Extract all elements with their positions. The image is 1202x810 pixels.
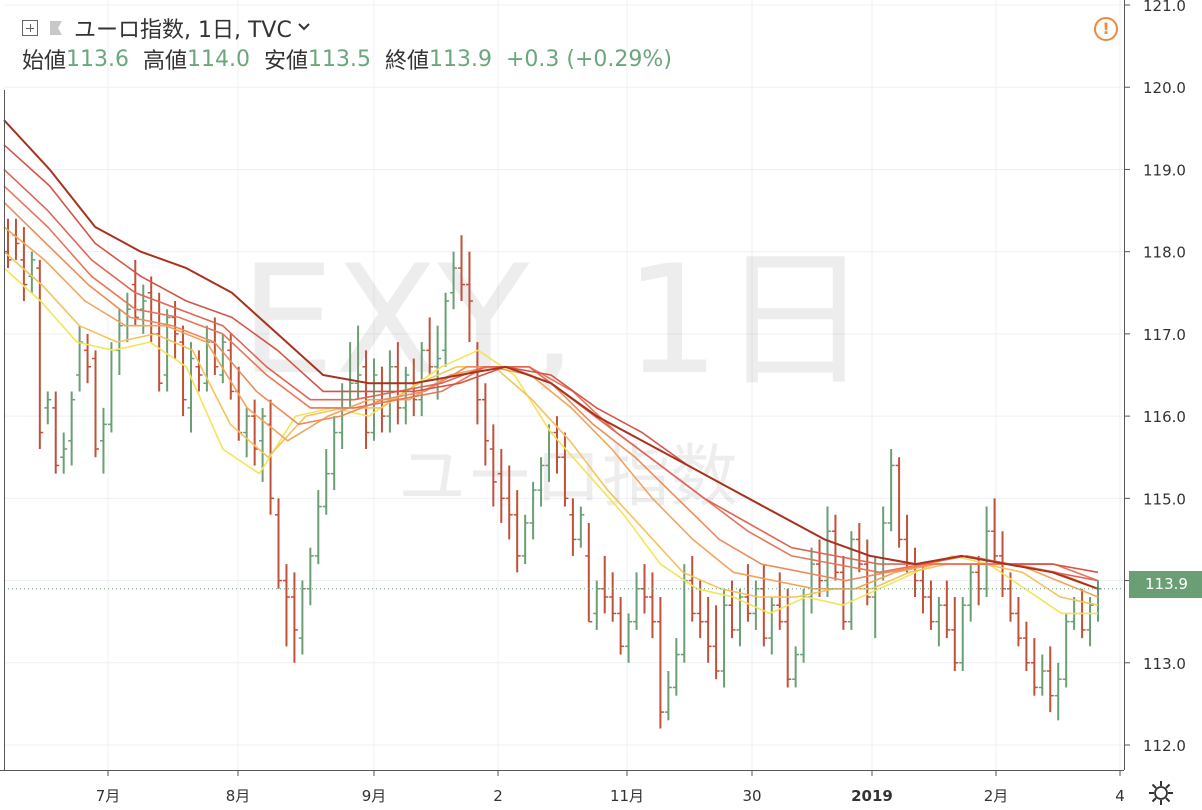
x-tick-label: 30 — [742, 787, 761, 805]
ma-line — [3, 185, 1099, 582]
high-value: 114.0 — [187, 46, 250, 72]
flag-icon[interactable] — [48, 20, 64, 36]
plus-box-icon[interactable] — [22, 20, 38, 36]
x-tick-label: 7月 — [96, 787, 121, 805]
gear-icon[interactable] — [1148, 780, 1174, 806]
x-tick-label: 8月 — [226, 787, 251, 805]
y-tick-label: 115.0 — [1143, 490, 1186, 508]
last-price-label: 113.9 — [1129, 571, 1202, 598]
y-tick-label: 116.0 — [1143, 408, 1186, 426]
y-tick-label: 118.0 — [1143, 244, 1186, 262]
watermark-subtitle: ユーロ指数 — [398, 438, 738, 517]
x-tick-label: 2 — [493, 787, 503, 805]
open-value: 113.6 — [66, 46, 129, 72]
y-tick-label: 113.0 — [1143, 655, 1186, 673]
low-value: 113.5 — [308, 46, 371, 72]
ma-line — [3, 226, 1099, 598]
close-label: 終値 — [385, 49, 430, 74]
x-tick-label: 4 — [1115, 787, 1125, 805]
symbol-title[interactable]: ユーロ指数, 1日, TVC — [74, 18, 292, 43]
open-label: 始値 — [22, 49, 67, 74]
y-tick-label: 112.0 — [1143, 737, 1186, 755]
warning-icon[interactable]: ! — [1094, 17, 1118, 41]
ma-line — [3, 251, 1099, 606]
x-tick-label: 11月 — [610, 787, 644, 805]
x-tick-label: 9月 — [362, 787, 387, 805]
change-value: +0.3 (+0.29%) — [506, 46, 672, 72]
ma-line — [3, 119, 1099, 590]
high-label: 高値 — [143, 49, 188, 74]
x-tick-label: 2月 — [984, 787, 1009, 805]
legend-title-row: ユーロ指数, 1日, TVC — [22, 12, 672, 44]
ma-line — [3, 267, 1098, 615]
y-tick-label: 117.0 — [1143, 326, 1186, 344]
x-tick-label: 2019 — [851, 787, 893, 805]
legend: ユーロ指数, 1日, TVC 始値 113.6 高値 114.0 安値 113.5 終… — [22, 12, 672, 74]
ohlc-row: 始値 113.6 高値 114.0 安値 113.5 終値 113.9 +0.3 (+0… — [22, 44, 672, 75]
chevron-down-icon[interactable] — [298, 20, 310, 36]
close-value: 113.9 — [429, 46, 492, 72]
y-tick-label: 121.0 — [1143, 0, 1186, 15]
y-tick-label: 119.0 — [1143, 161, 1186, 179]
y-tick-label: 120.0 — [1143, 79, 1186, 97]
low-label: 安値 — [264, 49, 309, 74]
